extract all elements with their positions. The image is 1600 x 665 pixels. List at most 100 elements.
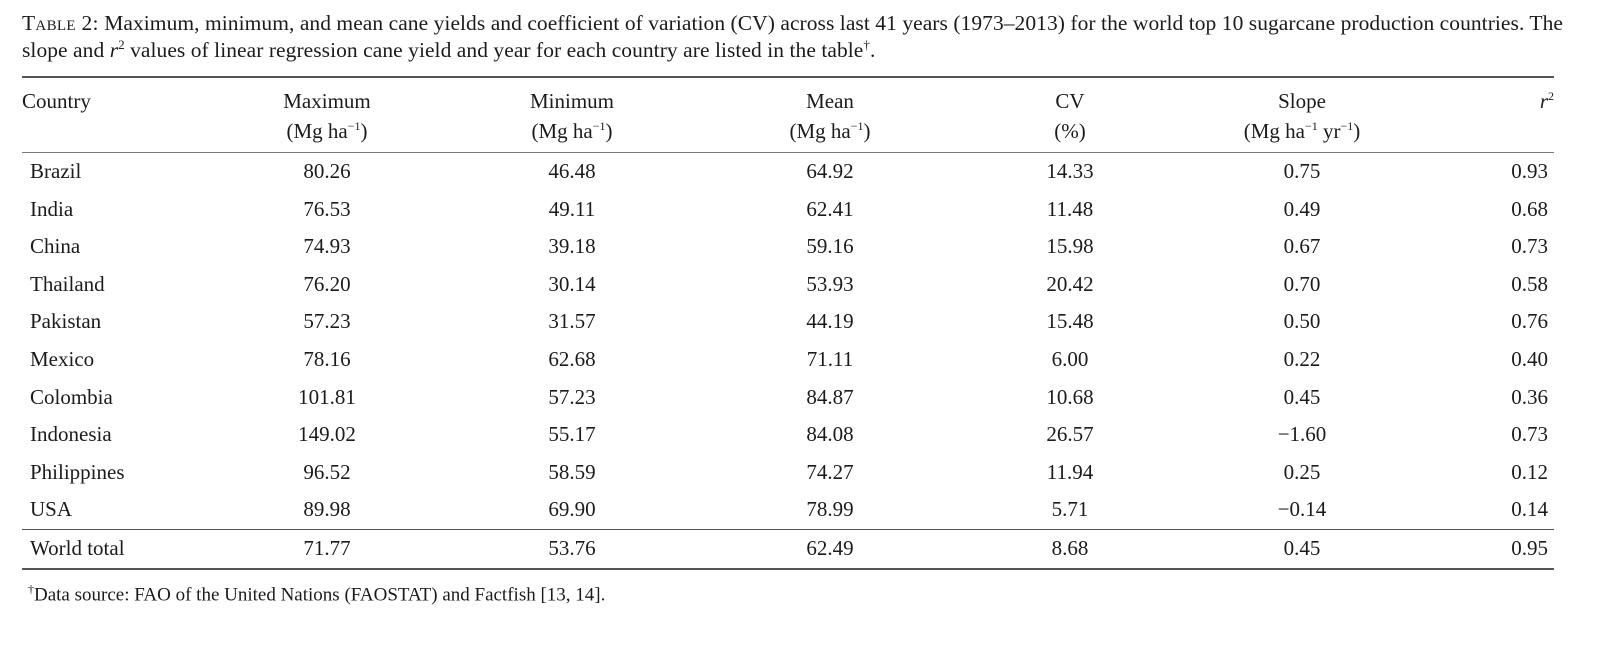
cell-r2: 0.73 (1511, 234, 1548, 259)
table-row: India 76.53 49.11 62.41 11.48 0.49 0.68 (22, 191, 1554, 229)
cell-cv: 14.33 (1046, 159, 1094, 183)
cell-r2: 0.93 (1511, 159, 1548, 183)
cell-slope: 0.49 (1283, 196, 1321, 221)
cell-minimum: 30.14 (548, 271, 596, 296)
header-cv: CV (%) (948, 76, 1192, 153)
cell-slope: 0.25 (1283, 459, 1321, 484)
header-cv-unit: (%) (1054, 119, 1086, 143)
header-maximum-unit-open: (Mg ha (286, 119, 348, 143)
cell-maximum: 80.26 (303, 159, 351, 183)
cell-minimum: 57.23 (548, 384, 596, 409)
header-slope-name: Slope (1278, 89, 1326, 113)
cell-maximum: 74.93 (303, 234, 351, 259)
header-minimum-unit-exp: −1 (592, 119, 606, 133)
cell-r2: 0.40 (1511, 346, 1548, 371)
cell-r2: 0.73 (1511, 422, 1548, 447)
cell-r2: 0.14 (1511, 497, 1548, 522)
header-maximum-unit-exp: −1 (347, 119, 361, 133)
header-slope-unit-exp1: −1 (1304, 119, 1318, 133)
cell-mean: 59.16 (806, 234, 854, 259)
cell-country: World total (22, 528, 222, 570)
cell-country: India (30, 196, 74, 221)
cell-country: Pakistan (30, 309, 102, 334)
cell-country: Thailand (30, 271, 105, 296)
header-country: Country (22, 76, 222, 153)
table-row: Philippines 96.52 58.59 74.27 11.94 0.25… (22, 454, 1554, 492)
cell-slope: −0.14 (1277, 497, 1327, 522)
cell-r2: 0.76 (1511, 309, 1548, 334)
cell-mean: 78.99 (806, 497, 854, 522)
table-row: Mexico 78.16 62.68 71.11 6.00 0.22 0.40 (22, 341, 1554, 379)
caption-dagger: † (863, 36, 870, 52)
cell-cv: 6.00 (1051, 346, 1089, 371)
cell-maximum: 76.20 (303, 271, 351, 296)
cell-mean: 64.92 (806, 159, 854, 183)
cell-mean: 44.19 (806, 309, 854, 334)
cell-r2: 0.12 (1511, 459, 1548, 484)
cell-country: USA (30, 497, 73, 522)
caption-text-part1: Maximum, minimum, and mean cane yields a… (22, 11, 1563, 62)
header-minimum-unit-close: ) (605, 119, 613, 143)
cell-r2: 0.36 (1511, 384, 1548, 409)
yield-table: Country Maximum (Mg ha−1) Minimum (Mg ha… (22, 76, 1554, 570)
table-row: USA 89.98 69.90 78.99 5.71 −0.14 0.14 (22, 491, 1554, 529)
cell-minimum: 53.76 (432, 528, 712, 570)
table-header-row: Country Maximum (Mg ha−1) Minimum (Mg ha… (22, 76, 1554, 153)
header-mean-unit-exp: −1 (850, 119, 864, 133)
cell-maximum: 149.02 (298, 422, 356, 447)
table-row: Brazil 80.26 46.48 64.92 14.33 0.75 0.93 (22, 153, 1554, 191)
header-slope-unit-close: ) (1353, 119, 1361, 143)
caption-end: . (869, 38, 876, 62)
header-maximum-name: Maximum (283, 89, 371, 113)
header-minimum-unit-open: (Mg ha (531, 119, 593, 143)
header-mean-name: Mean (806, 89, 854, 113)
cell-mean: 84.08 (806, 422, 854, 447)
footnote-dagger: † (28, 581, 34, 596)
cell-cv: 10.68 (1046, 384, 1094, 409)
cell-mean: 62.49 (712, 528, 948, 570)
cell-cv: 15.48 (1046, 309, 1094, 334)
cell-slope: 0.45 (1192, 528, 1412, 570)
cell-maximum: 78.16 (303, 346, 351, 371)
header-r2-symbol: r (1539, 89, 1548, 113)
header-slope: Slope (Mg ha−1 yr−1) (1192, 76, 1412, 153)
cell-mean: 74.27 (806, 459, 854, 484)
cell-cv: 11.94 (1046, 459, 1094, 484)
cell-minimum: 31.57 (548, 309, 596, 334)
cell-r2: 0.58 (1511, 271, 1548, 296)
cell-country: Brazil (30, 159, 82, 183)
cell-slope: 0.22 (1283, 346, 1321, 371)
cell-cv: 11.48 (1046, 196, 1094, 221)
cell-mean: 62.41 (806, 196, 854, 221)
header-mean-unit-open: (Mg ha (789, 119, 851, 143)
header-slope-unit-mid: yr (1317, 119, 1341, 143)
header-maximum-unit-close: ) (360, 119, 368, 143)
header-slope-unit-open: (Mg ha (1243, 119, 1305, 143)
header-mean-unit-close: ) (863, 119, 871, 143)
cell-slope: 0.75 (1283, 159, 1321, 183)
caption-r-exponent: 2 (118, 36, 125, 52)
cell-minimum: 49.11 (548, 196, 596, 221)
table-caption: Table 2: Maximum, minimum, and mean cane… (22, 10, 1568, 64)
footnote-text: Data source: FAO of the United Nations (… (34, 583, 606, 605)
cell-minimum: 46.48 (548, 159, 596, 183)
cell-country: China (30, 234, 81, 259)
cell-mean: 71.11 (806, 346, 854, 371)
caption-r-symbol: r (109, 38, 119, 62)
cell-maximum: 101.81 (298, 384, 356, 409)
document-page: Table 2: Maximum, minimum, and mean cane… (22, 10, 1568, 606)
table-row: Colombia 101.81 57.23 84.87 10.68 0.45 0… (22, 379, 1554, 417)
table-footnote: †Data source: FAO of the United Nations … (22, 582, 1568, 606)
cell-country: Indonesia (30, 422, 112, 447)
cell-minimum: 39.18 (548, 234, 596, 259)
header-cv-name: CV (1055, 89, 1085, 113)
cell-maximum: 71.77 (222, 528, 432, 570)
table-label: Table 2: (22, 11, 99, 35)
cell-minimum: 58.59 (548, 459, 596, 484)
cell-maximum: 57.23 (303, 309, 351, 334)
cell-maximum: 76.53 (303, 196, 351, 221)
cell-cv: 8.68 (948, 528, 1192, 570)
header-maximum: Maximum (Mg ha−1) (222, 76, 432, 153)
table-total-row: World total 71.77 53.76 62.49 8.68 0.45 … (22, 528, 1554, 570)
cell-slope: 0.50 (1283, 309, 1321, 334)
